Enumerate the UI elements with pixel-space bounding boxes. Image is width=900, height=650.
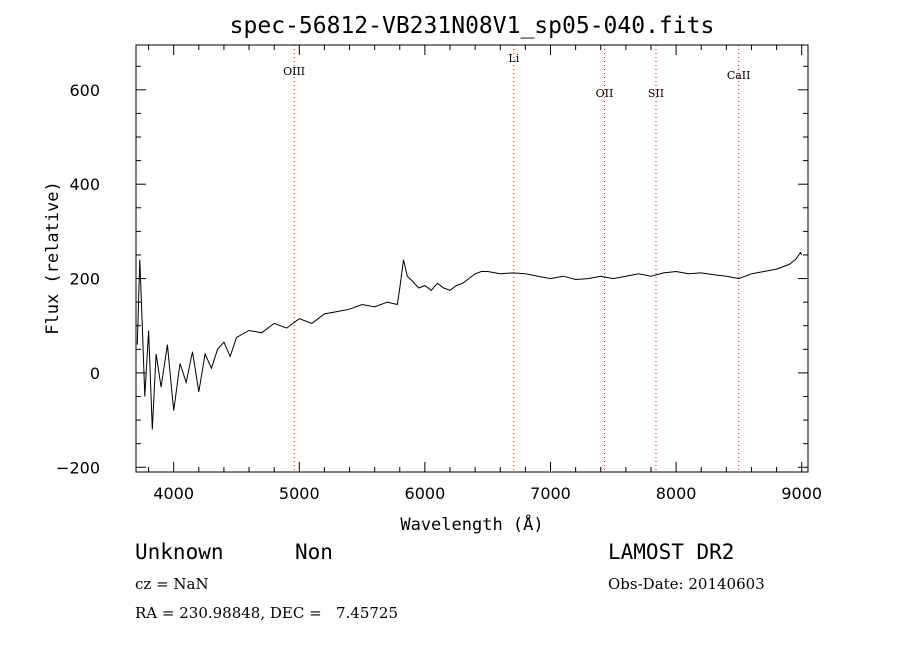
axis-ticks: 4000 5000 6000 7000 8000 9000 −200 0 200 400 600 bbox=[56, 45, 822, 503]
emission-line-markers: OIII Li OII SII CaII bbox=[283, 45, 751, 472]
object-subclass: Non bbox=[295, 540, 333, 564]
chart-title: spec-56812-VB231N08V1_sp05-040.fits bbox=[230, 13, 715, 39]
plot-frame bbox=[135, 44, 809, 473]
x-tick-label: 4000 bbox=[153, 484, 194, 503]
survey-name: LAMOST DR2 bbox=[608, 540, 735, 564]
y-tick-label: 0 bbox=[90, 364, 100, 383]
marker-label-sii: SII bbox=[648, 87, 664, 100]
redshift-value: cz = NaN bbox=[135, 575, 209, 593]
marker-label-oiii: OIII bbox=[283, 65, 305, 78]
x-tick-label: 7000 bbox=[530, 484, 571, 503]
observation-date: Obs-Date: 20140603 bbox=[608, 575, 765, 593]
object-class: Unknown bbox=[135, 540, 224, 564]
x-axis-label: Wavelength (Å) bbox=[400, 513, 543, 535]
y-tick-label: −200 bbox=[56, 458, 100, 477]
x-tick-label: 6000 bbox=[405, 484, 446, 503]
plot-area bbox=[136, 251, 803, 430]
marker-label-oii: OII bbox=[596, 87, 614, 100]
coordinates: RA = 230.98848, DEC = 7.45725 bbox=[135, 604, 399, 622]
x-tick-label: 8000 bbox=[656, 484, 697, 503]
y-axis-label: Flux (relative) bbox=[43, 181, 63, 335]
y-tick-label: 400 bbox=[69, 175, 100, 194]
x-tick-label: 9000 bbox=[781, 484, 822, 503]
x-tick-label: 5000 bbox=[279, 484, 320, 503]
y-tick-label: 200 bbox=[69, 270, 100, 289]
y-tick-label: 600 bbox=[69, 81, 100, 100]
marker-label-caii: CaII bbox=[727, 69, 751, 82]
spectrum-line bbox=[136, 251, 803, 430]
marker-label-li: Li bbox=[508, 52, 519, 65]
